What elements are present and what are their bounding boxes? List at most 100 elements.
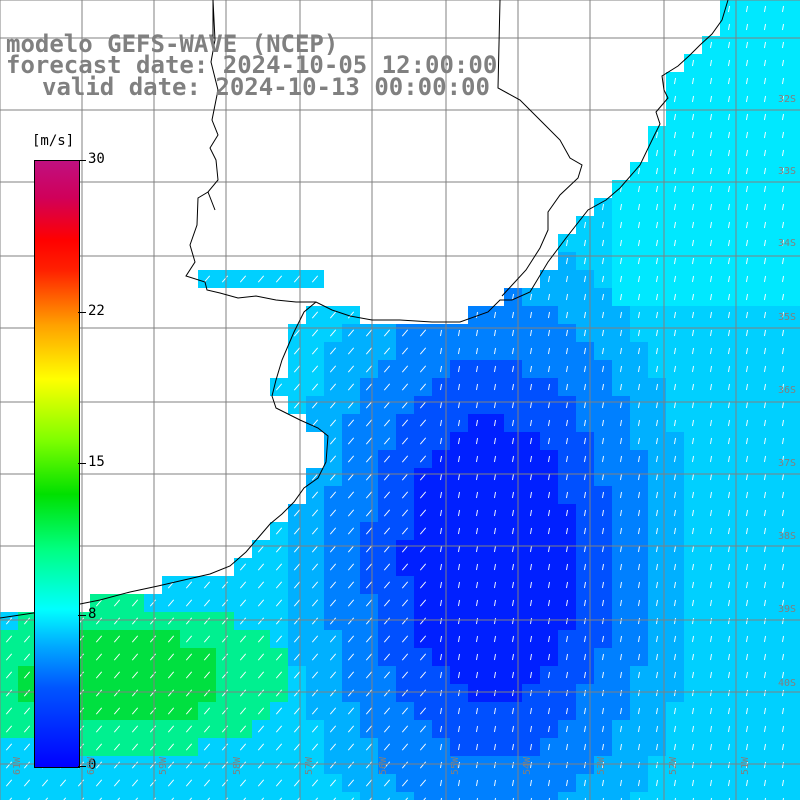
wind-arrow bbox=[674, 257, 676, 265]
wind-arrow bbox=[782, 581, 784, 589]
wind-arrow bbox=[620, 293, 622, 301]
wind-arrow bbox=[728, 599, 730, 607]
wind-arrow bbox=[365, 347, 373, 355]
wind-arrow bbox=[656, 797, 658, 800]
wind-arrow bbox=[365, 707, 373, 715]
wind-arrow bbox=[458, 473, 460, 481]
wind-arrow bbox=[347, 599, 355, 607]
lon-label: 61W bbox=[12, 756, 23, 775]
wind-arrow bbox=[440, 797, 442, 800]
wind-arrow bbox=[746, 77, 748, 85]
wind-arrow bbox=[239, 671, 247, 679]
wind-speed-cell bbox=[792, 468, 800, 486]
wind-arrow bbox=[476, 653, 478, 661]
wind-arrow bbox=[692, 671, 694, 679]
wind-arrow bbox=[746, 419, 748, 427]
wind-arrow bbox=[602, 725, 604, 733]
wind-arrow bbox=[584, 725, 586, 733]
wind-arrow bbox=[239, 563, 247, 571]
wind-arrow bbox=[656, 329, 658, 337]
wind-arrow bbox=[530, 311, 532, 319]
wind-arrow bbox=[584, 707, 586, 715]
wind-arrow bbox=[458, 329, 460, 337]
wind-arrow bbox=[692, 419, 694, 427]
wind-arrow bbox=[746, 23, 748, 31]
wind-arrow bbox=[530, 635, 532, 643]
wind-arrow bbox=[728, 455, 730, 463]
wind-speed-cell bbox=[792, 648, 800, 666]
wind-arrow bbox=[746, 41, 748, 49]
wind-arrow bbox=[401, 527, 409, 535]
wind-arrow bbox=[383, 401, 391, 409]
wind-arrow bbox=[584, 347, 586, 355]
wind-arrow bbox=[710, 491, 712, 499]
wind-speed-cell bbox=[180, 792, 198, 800]
wind-arrow bbox=[5, 617, 13, 625]
wind-arrow bbox=[476, 455, 478, 463]
wind-arrow bbox=[311, 491, 319, 499]
wind-arrow bbox=[275, 671, 283, 679]
wind-arrow bbox=[239, 761, 247, 769]
wind-arrow bbox=[494, 617, 496, 625]
wind-arrow bbox=[548, 689, 550, 697]
wind-arrow bbox=[329, 473, 337, 481]
wind-arrow bbox=[746, 131, 748, 139]
wind-arrow bbox=[458, 599, 460, 607]
wind-arrow bbox=[782, 5, 784, 13]
wind-arrow bbox=[764, 257, 766, 265]
wind-arrow bbox=[494, 491, 496, 499]
wind-arrow bbox=[638, 275, 640, 283]
wind-arrow bbox=[656, 743, 658, 751]
wind-arrow bbox=[692, 149, 694, 157]
wind-arrow bbox=[401, 689, 409, 697]
wind-arrow bbox=[113, 653, 121, 661]
wind-speed-cell bbox=[792, 324, 800, 342]
wind-arrow bbox=[764, 311, 766, 319]
wind-arrow bbox=[602, 383, 604, 391]
wind-arrow bbox=[185, 707, 193, 715]
wind-arrow bbox=[566, 779, 568, 787]
wind-arrow bbox=[638, 509, 640, 517]
wind-arrow bbox=[782, 41, 784, 49]
wind-arrow bbox=[728, 221, 730, 229]
wind-arrow bbox=[23, 689, 31, 697]
wind-arrow bbox=[656, 545, 658, 553]
wind-arrow bbox=[764, 455, 766, 463]
wind-arrow bbox=[656, 617, 658, 625]
wind-arrow bbox=[440, 563, 442, 571]
wind-arrow bbox=[548, 725, 550, 733]
wind-arrow bbox=[602, 203, 604, 211]
wind-arrow bbox=[728, 41, 730, 49]
wind-arrow bbox=[458, 437, 460, 445]
wind-arrow bbox=[293, 599, 301, 607]
wind-arrow bbox=[239, 275, 247, 283]
wind-arrow bbox=[311, 329, 319, 337]
wind-arrow bbox=[566, 419, 568, 427]
wind-arrow bbox=[692, 311, 694, 319]
wind-arrow bbox=[782, 23, 784, 31]
wind-arrow bbox=[5, 653, 13, 661]
wind-arrow bbox=[728, 365, 730, 373]
colorbar-tick bbox=[78, 463, 86, 464]
wind-arrow bbox=[494, 437, 496, 445]
wind-arrow bbox=[149, 671, 157, 679]
wind-arrow bbox=[584, 401, 586, 409]
colorbar-label-15: 15 bbox=[88, 454, 105, 470]
wind-arrow bbox=[275, 689, 283, 697]
colorbar-unit: [m/s] bbox=[32, 133, 75, 149]
wind-arrow bbox=[710, 527, 712, 535]
wind-arrow bbox=[297, 797, 301, 800]
wind-arrow bbox=[674, 149, 676, 157]
wind-arrow bbox=[239, 689, 247, 697]
wind-arrow bbox=[656, 437, 658, 445]
wind-arrow bbox=[401, 635, 409, 643]
wind-arrow bbox=[530, 491, 532, 499]
wind-arrow bbox=[149, 725, 157, 733]
wind-arrow bbox=[692, 401, 694, 409]
wind-arrow bbox=[548, 707, 550, 715]
wind-arrow bbox=[638, 653, 640, 661]
wind-arrow bbox=[512, 473, 514, 481]
wind-arrow bbox=[419, 581, 427, 589]
wind-arrow bbox=[620, 275, 622, 283]
wind-arrow bbox=[440, 545, 442, 553]
